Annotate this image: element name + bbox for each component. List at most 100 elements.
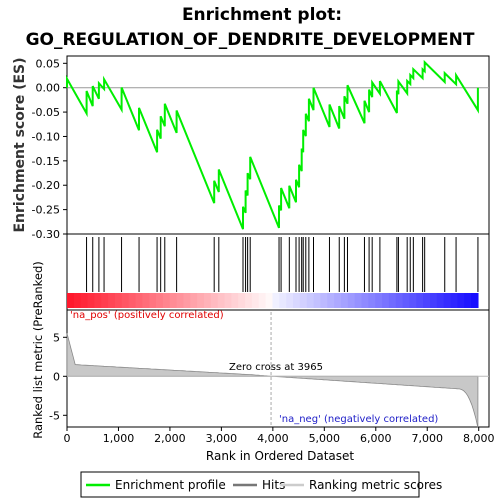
color-bar-segment: [388, 293, 397, 308]
color-bar-segment: [320, 293, 328, 308]
color-bar-segment: [162, 293, 171, 308]
color-bar-segment: [423, 293, 431, 308]
color-bar-segment: [443, 293, 452, 308]
color-bar-segment: [306, 293, 315, 308]
color-bar-segment: [272, 293, 280, 308]
rank-x-tick-label: 7,000: [411, 432, 443, 445]
color-bar-segment: [286, 293, 294, 308]
color-bar-segment: [190, 293, 198, 308]
color-bar-segment: [183, 293, 191, 308]
rank-x-tick-label: 6,000: [360, 432, 392, 445]
color-bar-segment: [217, 293, 226, 308]
rank-y-tick-label: -5: [49, 409, 60, 422]
color-bar-segment: [402, 293, 411, 308]
color-bar-segment: [80, 293, 89, 308]
color-bar-segment: [224, 293, 232, 308]
color-bar-segment: [169, 293, 178, 308]
color-bar-segment: [429, 293, 438, 308]
color-bar-segment: [361, 293, 369, 308]
color-bar-segment: [135, 293, 143, 308]
color-bar-segment: [101, 293, 109, 308]
color-bar-segment: [340, 293, 349, 308]
rank-color-bar: [67, 293, 479, 308]
es-y-axis: 0.05 0.00 -0.05 -0.10 -0.15 -0.20 -0.25 -0.30: [32, 57, 67, 241]
color-bar-segment: [87, 293, 95, 308]
rank-x-tick-label: 0: [64, 432, 71, 445]
rank-x-tick-label: 3,000: [206, 432, 238, 445]
color-bar-segment: [176, 293, 185, 308]
color-bar-segment: [409, 293, 417, 308]
es-y-tick-label: 0.05: [36, 57, 61, 70]
color-bar-segment: [121, 293, 130, 308]
color-bar-segment: [457, 293, 465, 308]
legend-label-ranking-metric: Ranking metric scores: [309, 478, 442, 492]
chart-title-line2: GO_REGULATION_OF_DENDRITE_DEVELOPMENT: [26, 30, 475, 50]
color-bar-segment: [149, 293, 157, 308]
legend-item-ranking-metric: Ranking metric scores: [280, 478, 442, 492]
color-bar-segment: [450, 293, 458, 308]
es-y-tick-label: -0.30: [32, 228, 60, 241]
rank-x-tick-label: 4,000: [257, 432, 289, 445]
color-bar-segment: [395, 293, 404, 308]
rank-y-axis: 5 0 -5: [49, 331, 67, 422]
color-bar-segment: [293, 293, 301, 308]
color-bar-segment: [258, 293, 267, 308]
enrichment-profile-line: [66, 59, 479, 230]
color-bar-segment: [108, 293, 116, 308]
rank-y-tick-label: 5: [53, 331, 60, 344]
rank-x-tick-label: 8,000: [463, 432, 495, 445]
es-y-tick-label: -0.15: [32, 155, 60, 168]
color-bar-segment: [313, 293, 322, 308]
color-bar-segment: [382, 293, 390, 308]
color-bar-segment: [238, 293, 246, 308]
color-bar-segment: [464, 293, 472, 308]
es-y-tick-label: -0.05: [32, 106, 60, 119]
chart-title-line1: Enrichment plot:: [182, 5, 342, 25]
color-bar-segment: [142, 293, 150, 308]
es-y-tick-label: -0.25: [32, 204, 60, 217]
color-bar-segment: [73, 293, 82, 308]
es-panel-frame: [66, 55, 490, 235]
color-bar-segment: [251, 293, 260, 308]
color-bar-segment: [327, 293, 335, 308]
color-bar-segment: [210, 293, 219, 308]
color-bar-segment: [354, 293, 363, 308]
es-y-axis-label: Enrichment score (ES): [12, 57, 28, 232]
color-bar-segment: [436, 293, 445, 308]
color-bar-segment: [416, 293, 424, 308]
color-bar-segment: [471, 293, 479, 308]
color-bar-segment: [231, 293, 239, 308]
rank-x-tick-label: 5,000: [309, 432, 341, 445]
color-bar-segment: [245, 293, 253, 308]
color-bar-segment: [203, 293, 212, 308]
legend-item-enrichment-profile: Enrichment profile: [86, 478, 226, 492]
color-bar-segment: [156, 293, 164, 308]
color-bar-segment: [368, 293, 376, 308]
color-bar-segment: [67, 293, 75, 308]
rank-y-tick-label: 0: [53, 370, 60, 383]
hit-marks: [66, 237, 479, 292]
negative-correlation-label: 'na_neg' (negatively correlated): [279, 414, 438, 425]
color-bar-segment: [334, 293, 342, 308]
legend-item-hits: Hits: [233, 478, 285, 492]
color-bar-segment: [347, 293, 356, 308]
color-bar-segment: [265, 293, 274, 308]
legend-label-enrichment-profile: Enrichment profile: [115, 478, 226, 492]
rank-x-axis-label: Rank in Ordered Dataset: [206, 449, 354, 463]
es-y-tick-label: 0.00: [36, 82, 61, 95]
rank-y-axis-label: Ranked list metric (PreRanked): [31, 261, 45, 439]
color-bar-segment: [128, 293, 137, 308]
es-y-tick-label: -0.20: [32, 179, 60, 192]
color-bar-segment: [375, 293, 383, 308]
rank-x-tick-label: 2,000: [154, 432, 186, 445]
color-bar-segment: [279, 293, 287, 308]
es-y-tick-label: -0.10: [32, 130, 60, 143]
color-bar-segment: [94, 293, 102, 308]
color-bar-segment: [114, 293, 123, 308]
legend-label-hits: Hits: [262, 478, 285, 492]
rank-x-axis: 0 1,000 2,000 3,000 4,000 5,000 6,000 7,000 8,00…: [64, 427, 495, 445]
color-bar-segment: [299, 293, 308, 308]
color-bar-segment: [197, 293, 205, 308]
positive-correlation-label: 'na_pos' (positively correlated): [70, 310, 224, 321]
